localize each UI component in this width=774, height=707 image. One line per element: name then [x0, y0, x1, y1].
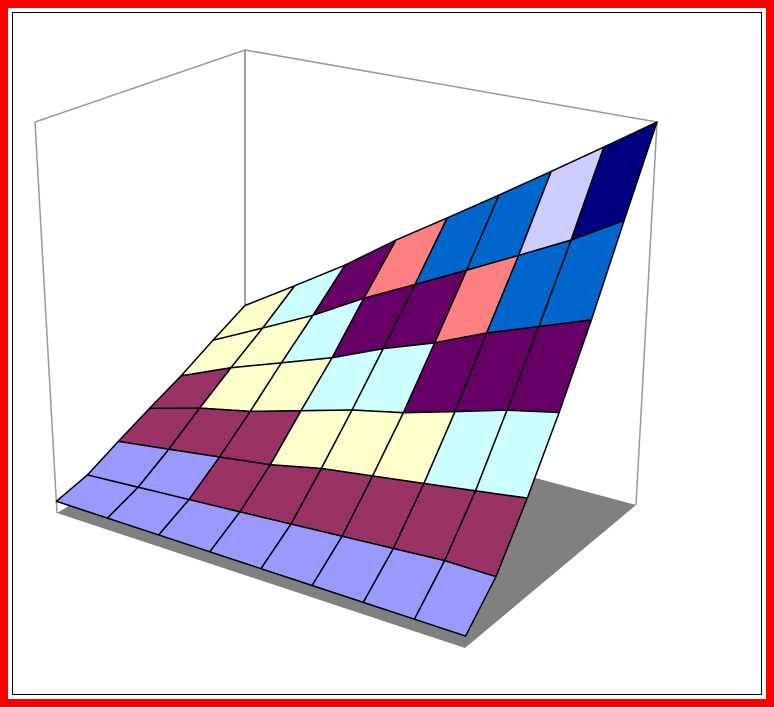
plot-area — [12, 12, 762, 695]
surface-cell — [413, 559, 497, 637]
chart — [34, 48, 658, 648]
